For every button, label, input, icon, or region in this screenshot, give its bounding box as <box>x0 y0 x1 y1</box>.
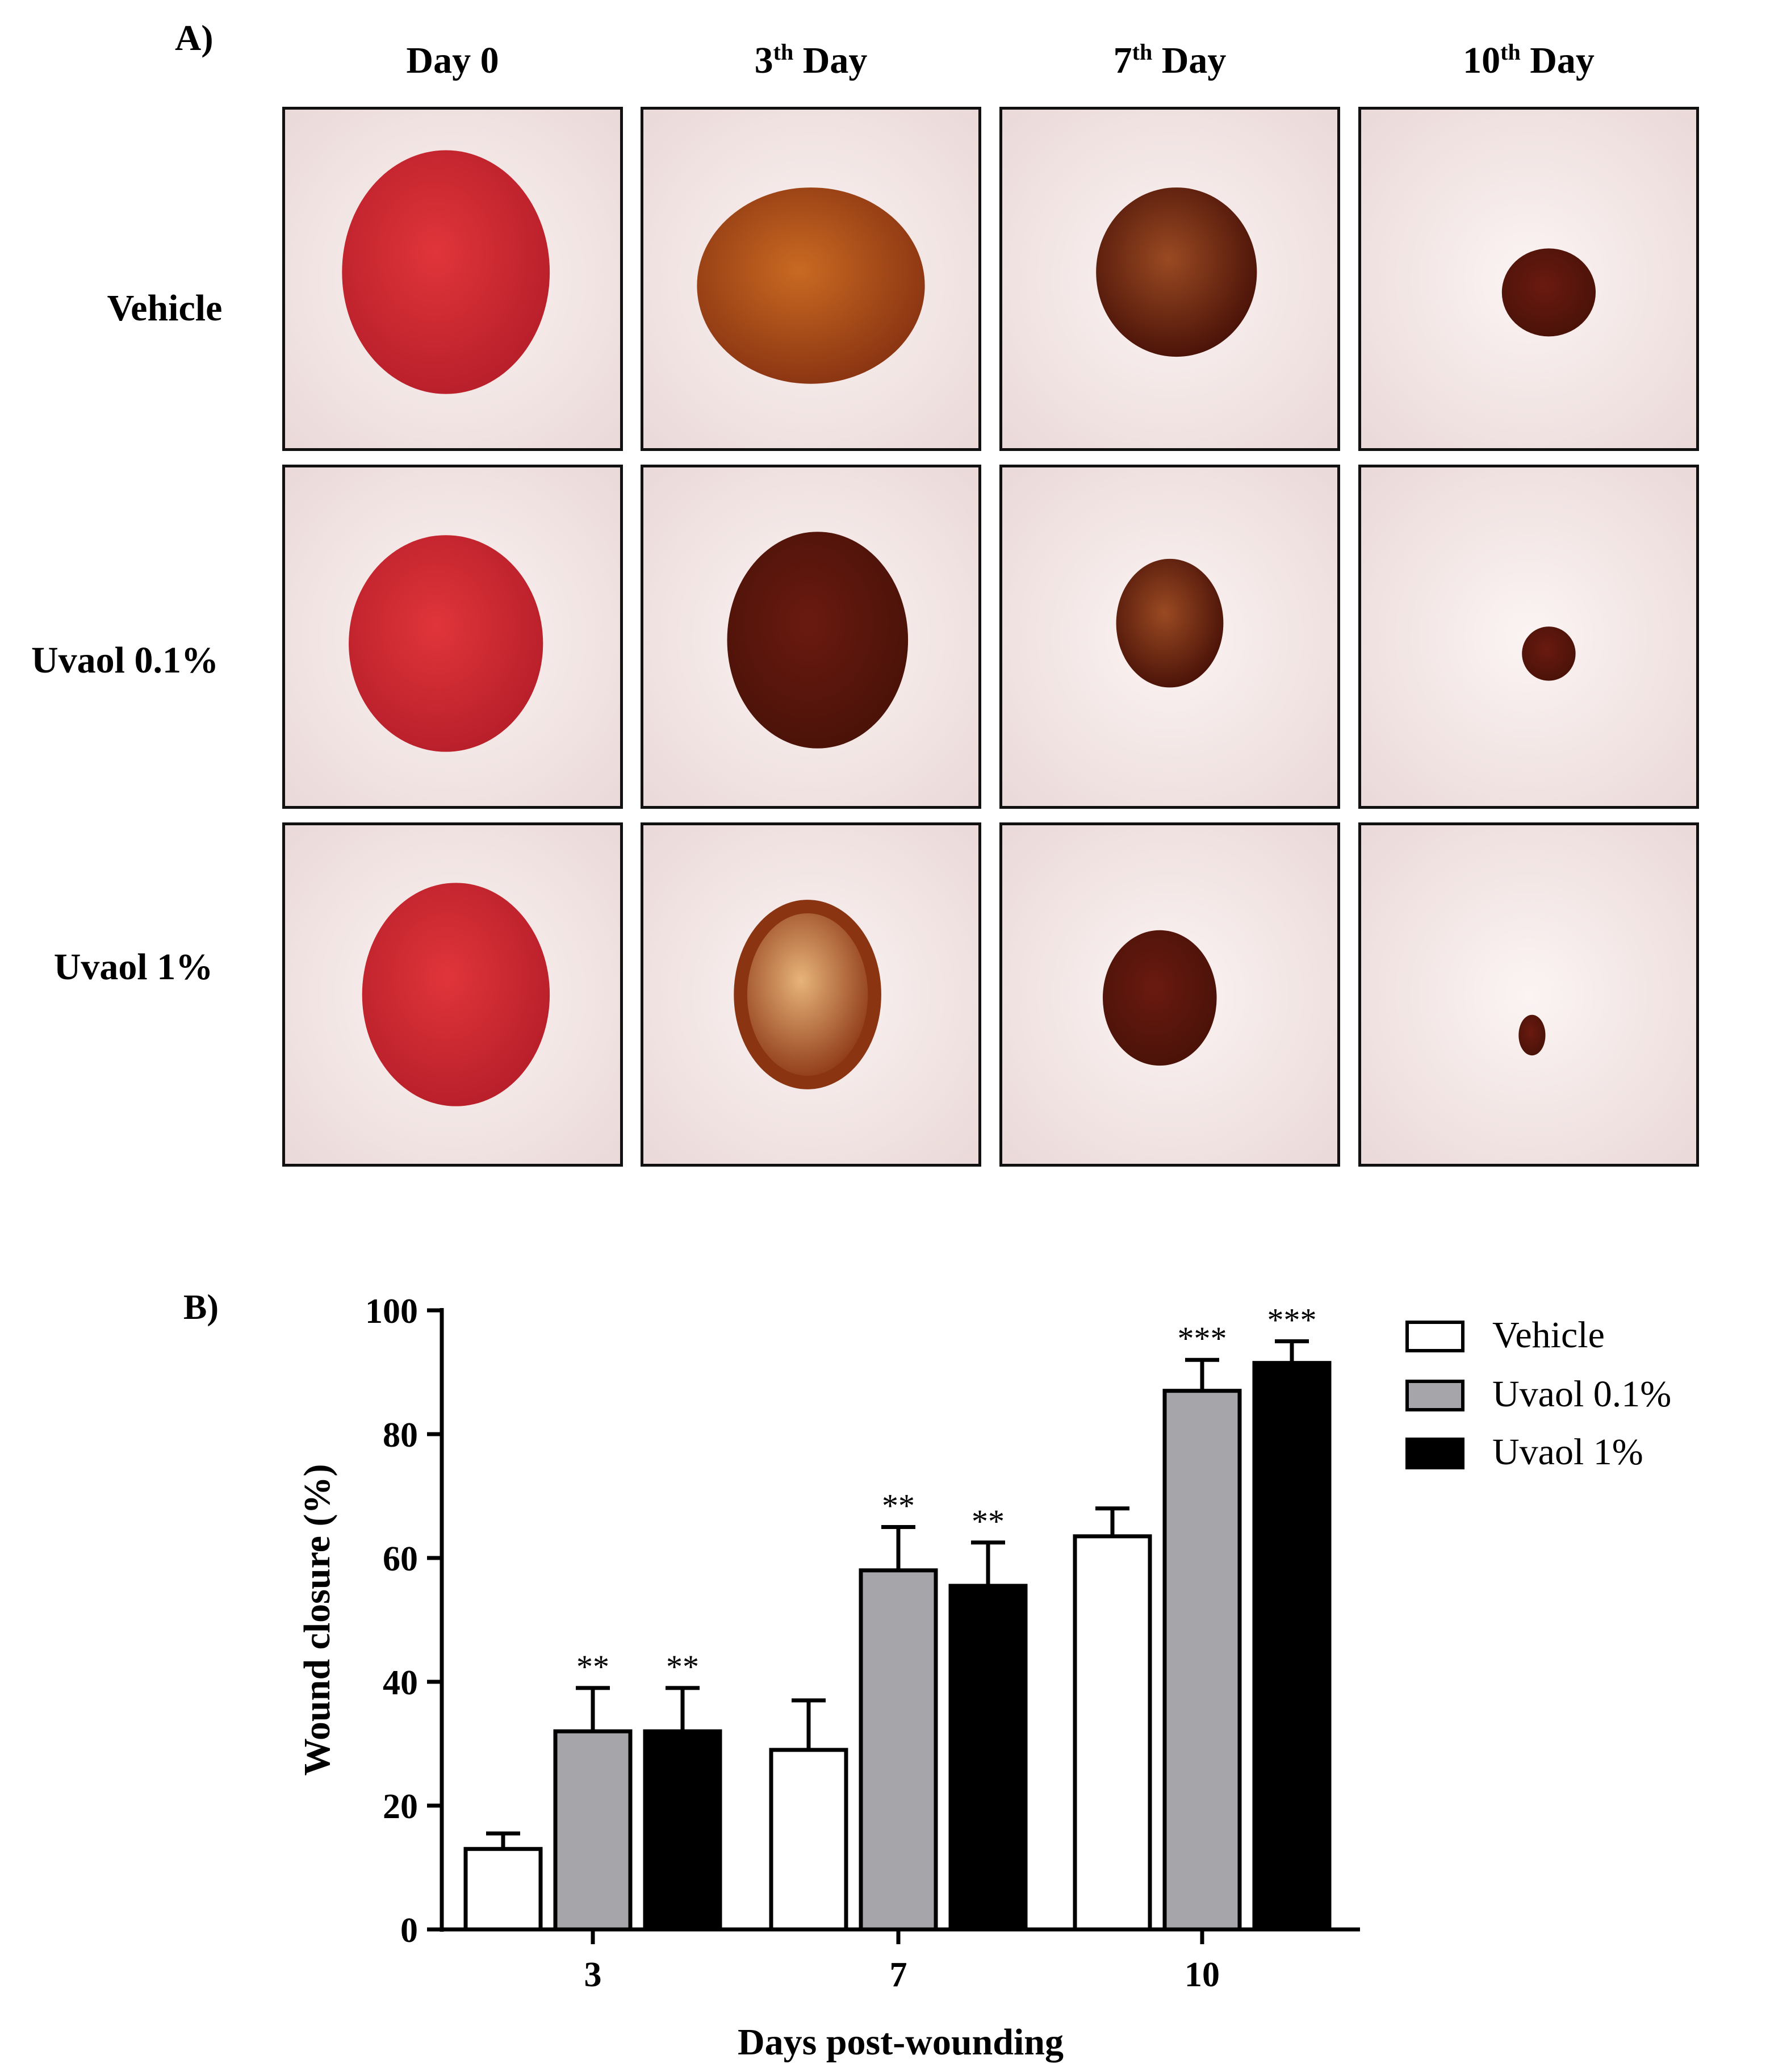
wound-photo-uvaol-1-day7 <box>999 822 1340 1167</box>
bar-vehicle-day7 <box>769 1748 848 1932</box>
y-tick-label-60: 60 <box>383 1540 418 1578</box>
column-header-day7: 7th Day <box>1113 39 1227 81</box>
y-tick-label-0: 0 <box>400 1911 418 1950</box>
significance-uvaol-1--day3: ** <box>666 1648 699 1685</box>
x-axis-label: Days post-wounding <box>738 2021 1064 2063</box>
wound-photo-uvaol-0-1-day0 <box>282 465 623 809</box>
panel-a: A) Day 0 3th Day 7th Day 10th Day Vehicl… <box>31 18 1699 1167</box>
y-tick-label-20: 20 <box>383 1787 418 1826</box>
legend-label-uvaol-1-: Uvaol 1% <box>1492 1431 1643 1473</box>
bar-vehicle-day10 <box>1073 1534 1152 1932</box>
wound-photo-vehicle-day3 <box>641 107 981 451</box>
column-header-day3: 3th Day <box>754 39 868 81</box>
bar-uvaol-0-1--day10 <box>1162 1389 1242 1932</box>
significance-uvaol-0-1--day7: ** <box>882 1488 915 1524</box>
wound-photo-uvaol-1-day10 <box>1358 822 1699 1167</box>
x-tick-label-3: 3 <box>584 1956 602 1994</box>
significance-uvaol-0-1--day3: ** <box>576 1648 609 1685</box>
legend-swatch-uvaol-0-1- <box>1405 1380 1464 1411</box>
panel-b: B) ** ** *** ** ** *** 0 20 40 60 80 100 3 7 10 Days pos… <box>0 1250 1770 2072</box>
y-axis-label: Wound closure (%) <box>296 1464 338 1776</box>
bar-uvaol-0-1--day3 <box>553 1729 633 1932</box>
bar-uvaol-1--day10 <box>1252 1361 1332 1932</box>
bar-vehicle-day3 <box>463 1847 543 1932</box>
significance-uvaol-0-1--day10: *** <box>1178 1320 1227 1357</box>
bar-uvaol-0-1--day7 <box>859 1568 938 1932</box>
panel-a-label: A) <box>175 18 214 58</box>
column-header-day10: 10th Day <box>1463 39 1595 81</box>
y-tick-label-100: 100 <box>365 1292 418 1331</box>
legend-swatch-vehicle <box>1405 1321 1464 1352</box>
wound-photo-vehicle-day7 <box>999 107 1340 451</box>
bar-uvaol-1--day7 <box>948 1584 1028 1932</box>
significance-uvaol-1--day10: *** <box>1267 1302 1317 1339</box>
row-label-uvaol-1: Uvaol 1% <box>53 946 214 988</box>
wound-photo-uvaol-0-1-day3 <box>641 465 981 809</box>
wound-photo-uvaol-1-day0 <box>282 822 623 1167</box>
panel-b-label: B) <box>183 1288 219 1327</box>
row-label-vehicle: Vehicle <box>107 287 223 329</box>
wound-photo-vehicle-day10 <box>1358 107 1699 451</box>
row-label-uvaol-0-1: Uvaol 0.1% <box>31 640 219 681</box>
bar-uvaol-1--day3 <box>643 1729 722 1932</box>
column-header-day0: Day 0 <box>406 40 499 81</box>
wound-photo-vehicle-day0 <box>282 107 623 451</box>
y-tick-label-80: 80 <box>383 1416 418 1455</box>
x-tick-label-10: 10 <box>1185 1956 1220 1994</box>
significance-uvaol-1--day7: ** <box>972 1503 1005 1540</box>
x-tick-label-7: 7 <box>890 1956 907 1994</box>
legend-label-vehicle: Vehicle <box>1492 1314 1605 1356</box>
legend-label-uvaol-0-1-: Uvaol 0.1% <box>1492 1373 1671 1415</box>
legend-swatch-uvaol-1- <box>1405 1438 1464 1469</box>
y-tick-label-40: 40 <box>383 1664 418 1702</box>
wound-photo-uvaol-0-1-day10 <box>1358 465 1699 809</box>
wound-photo-uvaol-0-1-day7 <box>999 465 1340 809</box>
wound-photo-uvaol-1-day3 <box>641 822 981 1167</box>
